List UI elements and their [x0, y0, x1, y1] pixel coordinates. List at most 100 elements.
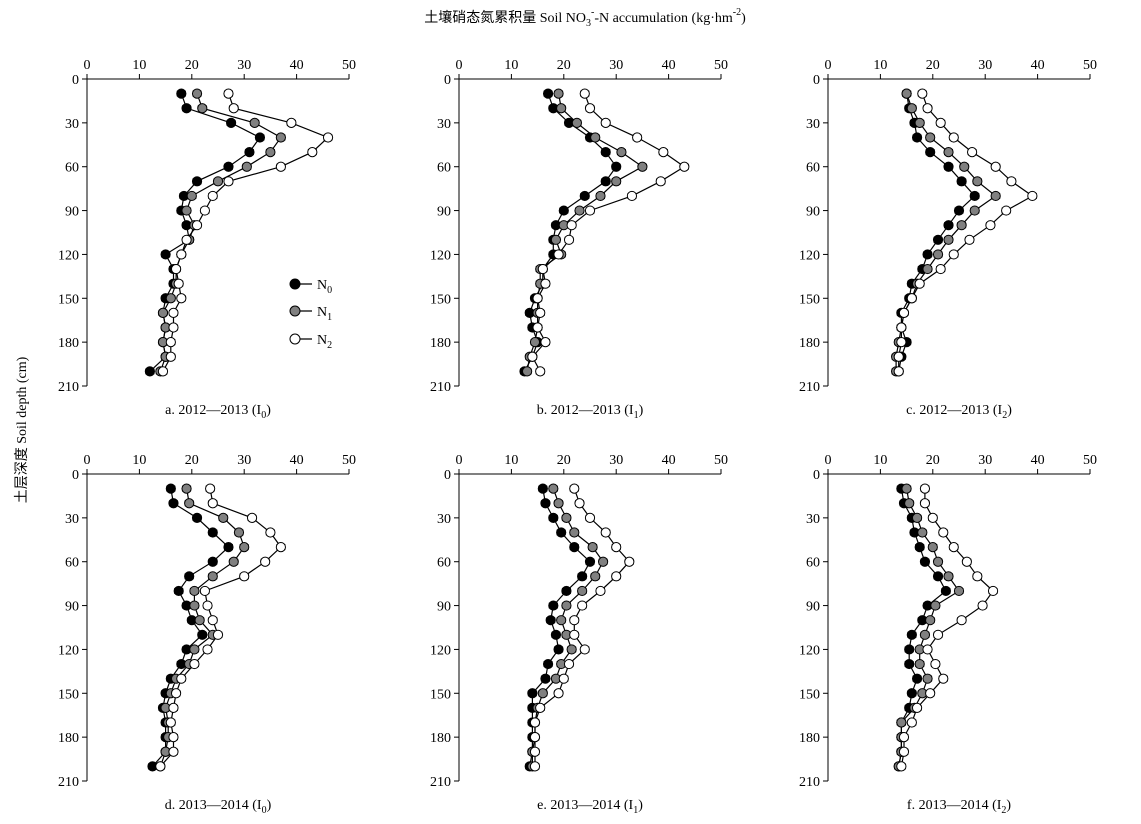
data-point-N2 [191, 220, 203, 231]
data-point-N0 [160, 249, 171, 260]
data-point-N2 [679, 161, 690, 172]
y-tick-label: 90 [65, 600, 79, 615]
data-point-N2 [948, 249, 959, 260]
caption-sub: 0 [262, 805, 267, 816]
data-point-N2 [553, 688, 564, 699]
y-tick-label: 60 [806, 161, 820, 176]
data-point-N2 [569, 615, 580, 626]
data-point-N2 [260, 556, 271, 567]
data-point-N1 [241, 161, 252, 172]
data-point-N2 [624, 556, 635, 567]
data-point-N2 [168, 307, 179, 319]
legend-label-sub: 0 [327, 285, 332, 296]
data-point-N2 [906, 293, 917, 304]
data-point-N1 [990, 190, 1001, 202]
data-point-N0 [569, 541, 580, 553]
x-tick-label: 30 [237, 58, 251, 73]
data-point-N1 [556, 615, 567, 626]
data-point-N2 [922, 644, 933, 655]
data-point-N2 [529, 746, 541, 757]
x-tick-label: 10 [873, 453, 887, 468]
figure-title-suffix: ) [741, 11, 746, 26]
y-tick-label: 150 [799, 687, 820, 702]
y-tick-label: 150 [430, 292, 451, 307]
caption-text: e. 2013—2014 (I [537, 798, 633, 813]
data-point-N1 [901, 88, 912, 99]
data-point-N1 [972, 176, 983, 187]
data-point-N2 [990, 161, 1001, 172]
data-point-N2 [914, 278, 925, 289]
y-tick-label: 120 [430, 643, 451, 658]
x-tick-label: 10 [873, 58, 887, 73]
data-point-N2 [535, 366, 546, 377]
x-tick-label: 50 [714, 453, 728, 468]
y-tick-label: 0 [444, 73, 451, 88]
data-point-N0 [176, 88, 187, 99]
figure-title-prefix: 土壤硝态氮累积量 Soil NO [424, 9, 586, 26]
data-point-N2 [898, 746, 910, 757]
y-axis-title: 土层深度 Soil depth (cm) [14, 356, 30, 503]
data-point-N0 [165, 483, 176, 494]
data-point-N1 [548, 483, 559, 494]
data-point-N1 [953, 585, 965, 597]
data-point-N2 [199, 585, 210, 597]
data-point-N1 [239, 541, 250, 553]
data-point-N2 [658, 146, 669, 158]
series-N0 [893, 88, 980, 377]
data-point-N2 [205, 483, 216, 494]
data-point-N0 [577, 571, 588, 582]
data-point-N0 [207, 527, 218, 538]
series-N0 [147, 483, 234, 772]
legend-item-N1: N1 [289, 305, 332, 323]
x-tick-label: 50 [342, 453, 356, 468]
data-point-N0 [943, 161, 954, 172]
x-tick-label: 40 [1031, 58, 1045, 73]
data-point-N0 [542, 658, 554, 670]
figure-title: 土壤硝态氮累积量 Soil NO3--N accumulation (kg·hm… [424, 7, 746, 29]
y-tick-label: 120 [799, 248, 820, 263]
x-tick-label: 20 [926, 58, 940, 73]
data-point-N2 [176, 673, 187, 684]
data-point-N1 [233, 527, 245, 538]
data-point-N2 [157, 366, 169, 377]
data-point-N0 [922, 249, 933, 260]
data-point-N0 [556, 527, 567, 538]
data-point-N1 [587, 541, 598, 553]
panel-caption: e. 2013—2014 (I1) [537, 798, 643, 816]
y-tick-label: 0 [444, 468, 451, 483]
data-point-N0 [173, 585, 184, 597]
data-point-N2 [932, 629, 944, 640]
legend-label: N2 [317, 333, 332, 351]
data-point-N2 [168, 702, 179, 714]
series-line-N1 [526, 93, 644, 372]
x-tick-label: 0 [825, 453, 832, 468]
data-point-N2 [896, 322, 907, 333]
x-tick-label: 20 [557, 58, 571, 73]
x-tick-label: 20 [926, 453, 940, 468]
y-tick-label: 0 [813, 468, 820, 483]
y-tick-label: 150 [58, 292, 79, 307]
data-point-N1 [930, 600, 941, 611]
data-point-N0 [542, 88, 554, 99]
data-point-N1 [184, 498, 195, 509]
y-tick-label: 120 [799, 643, 820, 658]
data-point-N2 [611, 571, 622, 582]
data-point-N2 [579, 644, 590, 655]
y-tick-label: 30 [437, 512, 451, 527]
data-point-N2 [176, 249, 187, 260]
data-point-N1 [218, 512, 229, 523]
data-point-N0 [932, 234, 944, 245]
y-tick-label: 210 [799, 775, 820, 790]
figure-title-sub: 3 [586, 18, 591, 29]
x-tick-label: 40 [1031, 453, 1045, 468]
data-point-N1 [194, 615, 205, 626]
data-point-N0 [600, 146, 611, 158]
series-N1 [891, 88, 1001, 377]
x-tick-label: 30 [609, 453, 623, 468]
data-point-N2 [655, 176, 666, 187]
figure-title-mid: -N accumulation (kg·hm [594, 11, 733, 26]
chart-panel-f: 0 10 20 30 40 50 0 30 60 90 120 150 180 210 f. 2013—20… [799, 453, 1097, 816]
data-point-N0 [527, 688, 538, 699]
data-point-N0 [558, 205, 569, 216]
